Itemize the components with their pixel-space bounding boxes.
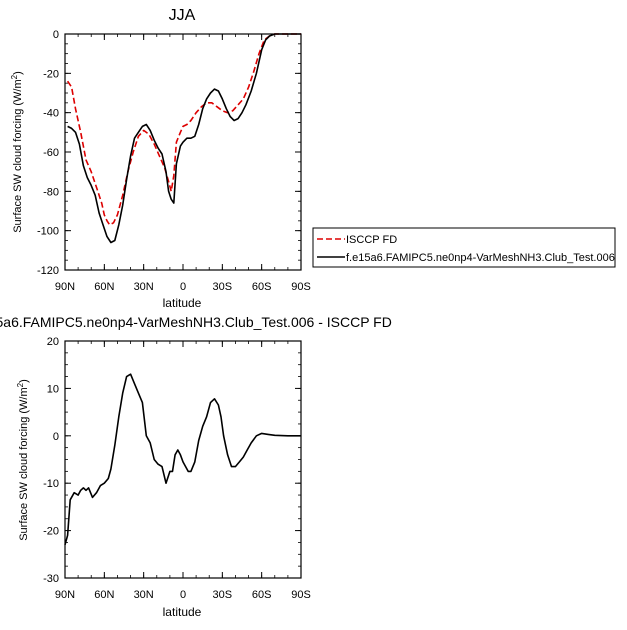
top-x-tick-label: 0 [180, 281, 186, 293]
bottom-x-tick-label: 60N [94, 589, 114, 601]
legend-label-model: f.e15a6.FAMIPC5.ne0np4-VarMeshNH3.Club_T… [346, 252, 615, 264]
bottom-x-tick-label: 0 [180, 589, 186, 601]
bottom-panel: f.e15a6.FAMIPC5.ne0np4-VarMeshNH3.Club_T… [0, 314, 392, 619]
bottom-y-axis-label-sup: 2 [16, 382, 25, 387]
bottom-x-axis: 90N 60N 30N 0 30S 60S 90S [55, 341, 311, 601]
bottom-y-axis-label-close: ) [18, 379, 30, 383]
bottom-y-tick-label: 0 [53, 431, 59, 443]
top-plot-frame [64, 33, 302, 271]
top-y-axis: 0 -20 -40 -60 -80 -100 -120 [37, 29, 301, 277]
top-x-tick-label: 30N [134, 281, 154, 293]
top-series-lines [66, 33, 301, 244]
legend-box [312, 227, 616, 268]
bottom-x-tick-label: 30S [213, 589, 233, 601]
top-x-tick-label: 90S [291, 281, 311, 293]
top-x-axis: 90N 60N 30N 0 30S 60S 90S [55, 34, 311, 293]
bottom-x-tick-label: 90N [55, 589, 75, 601]
top-y-tick-label: -100 [37, 226, 59, 238]
bottom-y-tick-label: -20 [43, 526, 59, 538]
bottom-y-axis: 20 10 0 -10 -20 -30 [43, 336, 301, 585]
top-y-axis-label-close: ) [12, 71, 24, 75]
top-y-axis-label: Surface SW cloud forcing (W/m2) [10, 71, 24, 233]
bottom-x-tick-label: 60S [252, 589, 272, 601]
top-y-tick-label: -20 [43, 68, 59, 80]
top-x-tick-label: 60S [252, 281, 272, 293]
bottom-x-tick-label: 30N [134, 589, 154, 601]
top-series-line-0 [66, 33, 301, 226]
top-y-axis-label-sup: 2 [10, 74, 19, 79]
top-y-axis-label-main: Surface SW cloud forcing (W/m [12, 79, 24, 232]
top-x-tick-label: 90N [55, 281, 75, 293]
bottom-series-line-0 [64, 373, 301, 546]
bottom-y-tick-label: -10 [43, 478, 59, 490]
top-series-line-1 [67, 33, 301, 244]
legend: ISCCP FD f.e15a6.FAMIPC5.ne0np4-VarMeshN… [312, 227, 616, 268]
top-y-tick-label: 0 [53, 29, 59, 41]
bottom-y-tick-label: 10 [47, 383, 59, 395]
bottom-y-axis-label-main: Surface SW cloud forcing (W/m [18, 387, 30, 540]
top-x-axis-label: latitude [163, 296, 202, 310]
bottom-y-tick-label: 20 [47, 336, 59, 348]
top-x-tick-label: 30S [213, 281, 233, 293]
top-x-tick-label: 60N [94, 281, 114, 293]
top-panel: JJA 0 -20 -40 -60 -80 -100 -120 90N 60N 30N 0 30S 6… [10, 7, 616, 310]
bottom-plot-frame [64, 340, 302, 579]
bottom-chart-title: f.e15a6.FAMIPC5.ne0np4-VarMeshNH3.Club_T… [0, 314, 392, 330]
top-y-tick-label: -40 [43, 108, 59, 120]
bottom-series-lines [64, 373, 301, 546]
top-chart-title: JJA [169, 7, 196, 24]
bottom-y-tick-label: -30 [43, 573, 59, 585]
bottom-y-axis-label: Surface SW cloud forcing (W/m2) [16, 379, 30, 541]
bottom-x-tick-label: 90S [291, 589, 311, 601]
top-y-tick-label: -60 [43, 147, 59, 159]
top-y-tick-label: -120 [37, 265, 59, 277]
top-y-tick-label: -80 [43, 186, 59, 198]
legend-label-isccp: ISCCP FD [346, 234, 397, 246]
bottom-x-axis-label: latitude [163, 605, 202, 619]
